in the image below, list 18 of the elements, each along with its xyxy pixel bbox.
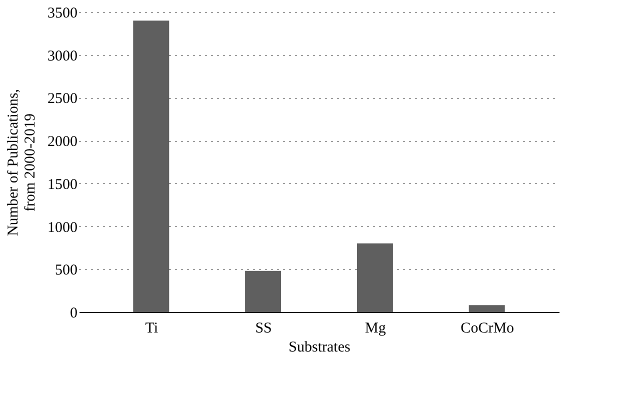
y-tick-label: 2000 [48, 134, 78, 150]
bar [245, 270, 282, 312]
y-tick-label: 500 [55, 262, 78, 279]
x-tick-label: Ti [145, 320, 158, 336]
y-tick-label: 3500 [48, 6, 78, 22]
x-tick-label: CoCrMo [460, 320, 514, 336]
y-axis-title: Number of Publications, from 2000-2019 [6, 88, 38, 236]
bar [133, 20, 170, 312]
x-axis-title: Substrates [288, 340, 350, 356]
x-tick-label: SS [255, 320, 272, 336]
bar [468, 305, 505, 312]
y-tick-label: 2500 [48, 91, 78, 108]
y-tick-label: 1000 [48, 220, 78, 236]
bar [356, 243, 393, 312]
y-tick-label: 1500 [48, 176, 78, 193]
y-tick-label: 3000 [48, 48, 78, 64]
x-tick-label: Mg [365, 320, 386, 336]
y-tick-label: 0 [70, 306, 78, 322]
